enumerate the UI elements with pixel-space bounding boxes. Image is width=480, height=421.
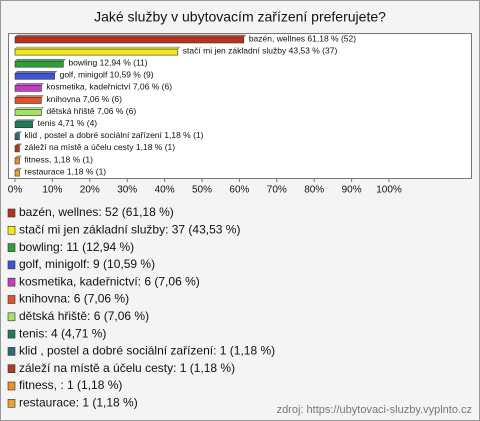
bar xyxy=(14,73,55,80)
legend-label: restaurace: 1 (1,18 %) xyxy=(19,395,138,409)
legend-swatch xyxy=(7,260,16,270)
legend-swatch xyxy=(7,398,16,408)
bar-top xyxy=(14,107,45,110)
data-label: bowling 12,94 % (11) xyxy=(68,57,147,67)
source: zdroj: https://ubytovaci-sluzby.vyplnto.… xyxy=(277,404,472,416)
data-label: kosmetika, kadeřnictví 7,06 % (6) xyxy=(46,82,172,92)
x-tick-label: 20% xyxy=(80,185,100,196)
data-label: tenis 4,71 % (4) xyxy=(38,118,98,128)
bar xyxy=(14,169,20,177)
x-tick-label: 30% xyxy=(117,185,137,196)
legend-label: bazén, wellnes: 52 (61,18 %) xyxy=(19,205,174,219)
legend-label: kosmetika, kadeřnictví: 6 (7,06 %) xyxy=(19,274,200,288)
data-label: bazén, wellnes 61,18 % (52) xyxy=(249,33,356,43)
legend-swatch xyxy=(7,295,16,304)
x-tick-label: 70% xyxy=(267,185,287,196)
legend-swatch xyxy=(7,226,16,235)
data-label: klid , postel a dobré sociální zařízení … xyxy=(24,130,203,140)
legend-label: bowling: 11 (12,94 %) xyxy=(19,240,134,254)
bar xyxy=(14,85,42,92)
data-label: knihovna 7,06 % (6) xyxy=(46,94,122,104)
legend-swatch xyxy=(7,277,16,287)
data-label: stačí mi jen základní služby 43,53 % (37… xyxy=(183,45,338,55)
legend-swatch xyxy=(7,347,16,356)
legend-label: dětská hřiště: 6 (7,06 %) xyxy=(19,309,149,323)
legend-label: záleží na místě a účelu cesty: 1 (1,18 %… xyxy=(19,361,235,375)
bar-top xyxy=(14,95,45,98)
x-tick-label: 100% xyxy=(376,185,402,196)
legend-swatch xyxy=(7,243,16,252)
x-tick-label: 80% xyxy=(304,185,324,196)
chart-title: Jaké služby v ubytovacím zařízení prefer… xyxy=(94,9,386,25)
x-tick-label: 10% xyxy=(42,185,62,196)
legend-label: fitness, : 1 (1,18 %) xyxy=(19,378,122,392)
x-tick-label: 40% xyxy=(155,185,175,196)
legend-label: tenis: 4 (4,71 %) xyxy=(19,326,106,340)
data-label: záleží na místě a účelu cesty 1,18 % (1) xyxy=(24,142,175,152)
legend-label: stačí mi jen základní služby: 37 (43,53 … xyxy=(19,222,240,236)
legend-swatch xyxy=(7,364,16,374)
legend-label: golf, minigolf: 9 (10,59 %) xyxy=(19,257,155,271)
bar xyxy=(14,157,20,165)
bar xyxy=(14,145,20,153)
legend-swatch xyxy=(7,329,16,339)
bar xyxy=(14,121,33,128)
data-label: golf, minigolf 10,59 % (9) xyxy=(60,70,154,80)
bar xyxy=(14,97,42,104)
bar-top xyxy=(14,83,45,86)
legend-swatch xyxy=(7,208,16,218)
legend-swatch xyxy=(7,312,16,322)
bar-top xyxy=(14,71,58,74)
legend-label: klid , postel a dobré sociální zařízení:… xyxy=(19,344,275,358)
bar xyxy=(14,48,179,56)
bar xyxy=(14,109,42,116)
data-label: dětská hřiště 7,06 % (6) xyxy=(46,106,136,116)
data-label: fitness, 1,18 % (1) xyxy=(24,154,93,164)
legend-label: knihovna: 6 (7,06 %) xyxy=(19,292,129,306)
x-tick-label: 90% xyxy=(342,185,362,196)
plot-area xyxy=(8,33,472,179)
x-tick-label: 0% xyxy=(8,185,23,196)
bar-top xyxy=(14,119,36,122)
legend-swatch xyxy=(7,381,16,391)
x-tick-label: 50% xyxy=(192,185,212,196)
bar xyxy=(14,60,64,68)
data-label: restaurace 1,18 % (1) xyxy=(24,166,106,176)
x-tick-label: 60% xyxy=(229,185,249,196)
bar xyxy=(14,36,245,44)
bar xyxy=(14,133,20,141)
